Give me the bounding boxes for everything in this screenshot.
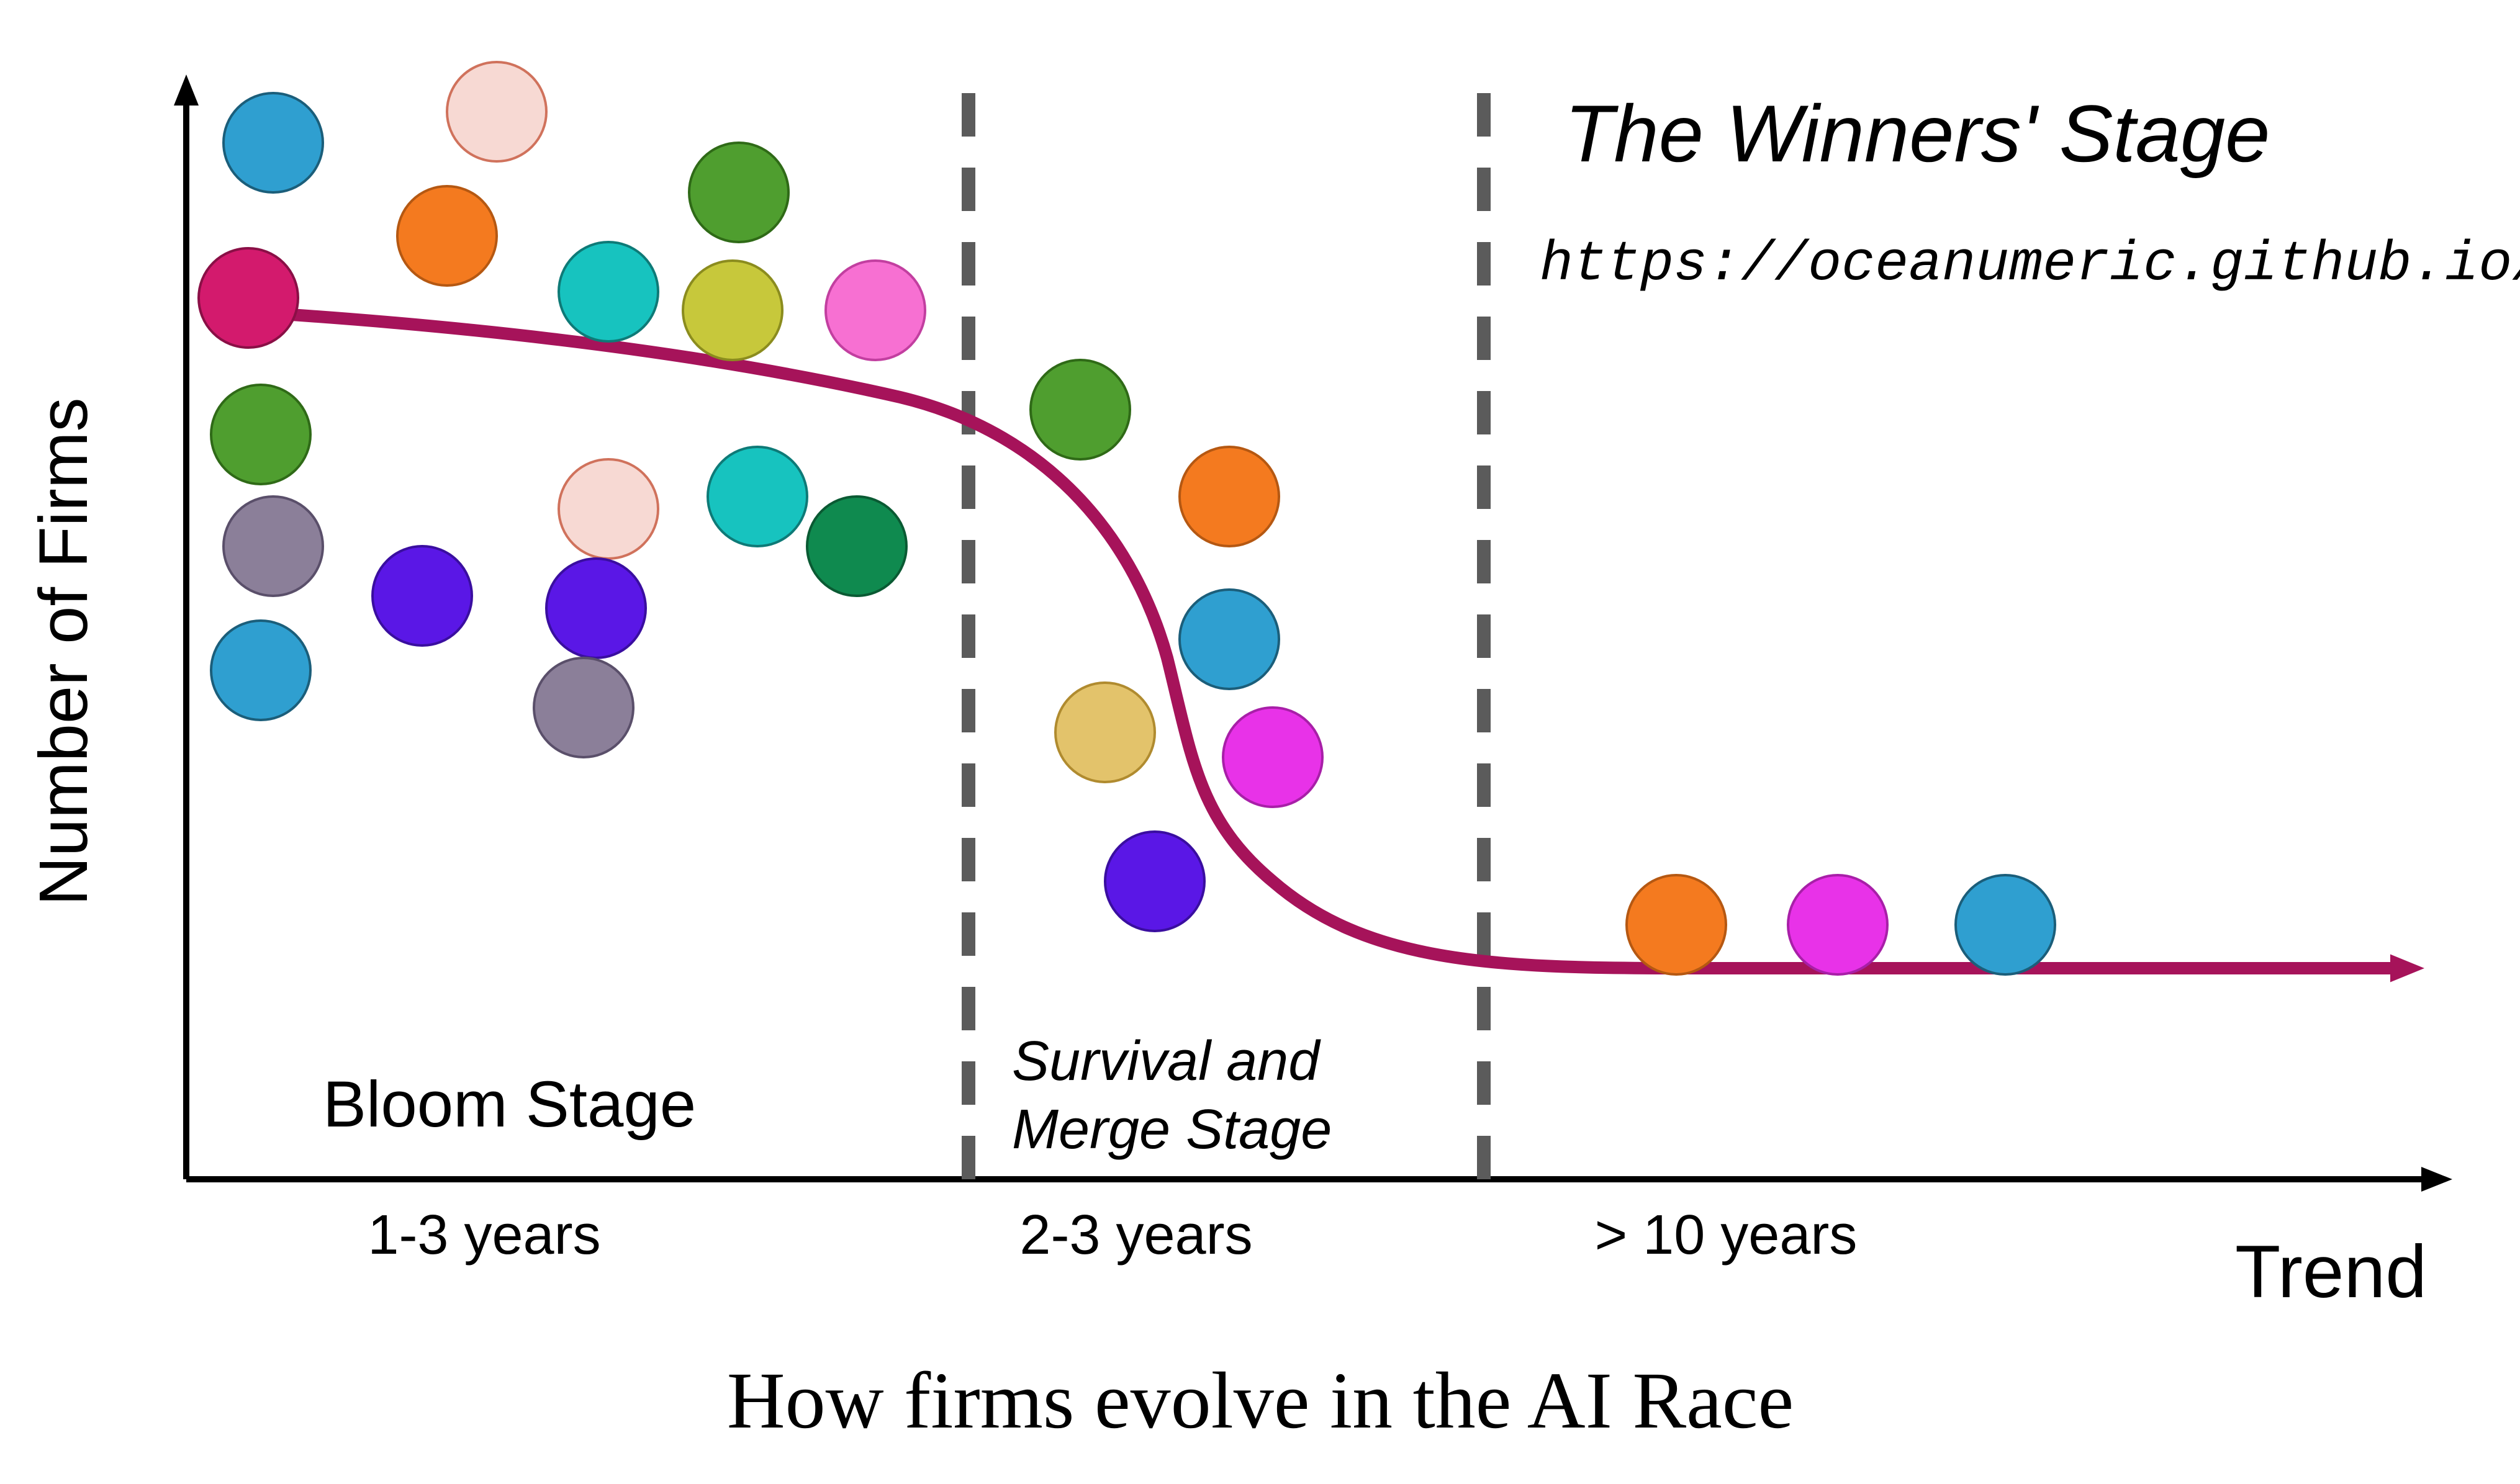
firm-dot-19	[1180, 590, 1279, 689]
firm-dot-1	[447, 62, 546, 161]
firm-dot-21	[1223, 708, 1322, 807]
firm-dot-18	[1180, 447, 1279, 546]
firm-dot-11	[807, 497, 906, 596]
firm-dot-23	[1627, 875, 1726, 974]
x-tick-label-2: > 10 years	[1595, 1204, 1858, 1266]
firm-dot-16	[534, 658, 633, 757]
firm-dot-24	[1788, 875, 1887, 974]
firm-dot-20	[1055, 683, 1155, 782]
firm-dot-6	[683, 261, 782, 360]
x-tick-label-1: 2-3 years	[1019, 1204, 1252, 1266]
trend-curve	[224, 310, 2403, 968]
stage-label-1: Survival and	[1012, 1030, 1321, 1092]
y-axis-label: Number of Firms	[25, 398, 102, 906]
firm-dot-3	[397, 186, 497, 286]
source-url: https://oceanumeric.github.io/	[1540, 233, 2520, 297]
firm-dot-17	[1031, 360, 1130, 459]
firm-dot-13	[373, 546, 472, 645]
firm-dot-10	[708, 447, 807, 546]
firm-dot-2	[199, 248, 298, 348]
x-axis-label: Trend	[2235, 1230, 2427, 1313]
firm-dot-8	[211, 385, 310, 484]
firm-dot-5	[689, 143, 788, 242]
firm-dot-7	[826, 261, 925, 360]
firm-dot-4	[559, 242, 658, 341]
x-tick-label-0: 1-3 years	[368, 1204, 600, 1266]
firm-dot-15	[211, 621, 310, 720]
winners-stage-title: The Winners' Stage	[1565, 88, 2270, 179]
firm-dot-14	[546, 559, 646, 658]
stage-label-0: Bloom Stage	[323, 1068, 696, 1141]
firm-dot-12	[224, 497, 323, 596]
firm-dot-9	[559, 459, 658, 559]
chart-caption: How firms evolve in the AI Race	[727, 1356, 1794, 1446]
firm-dot-22	[1105, 832, 1204, 931]
firm-dot-0	[224, 93, 323, 192]
stage-label-2: Merge Stage	[1012, 1099, 1332, 1161]
firm-dot-25	[1956, 875, 2055, 974]
